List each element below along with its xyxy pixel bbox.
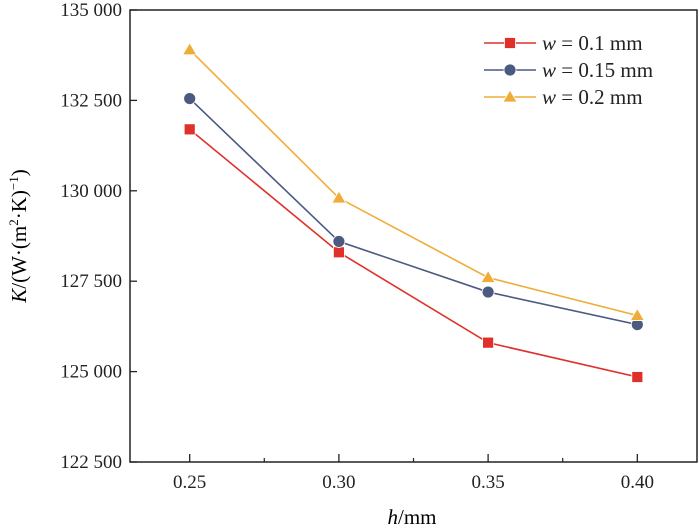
y-tick-label: 127 500 bbox=[60, 271, 122, 292]
legend-entry: w = 0.2 mm bbox=[484, 85, 643, 109]
triangle-marker bbox=[629, 307, 646, 321]
series-line bbox=[189, 128, 638, 378]
square-marker bbox=[482, 336, 495, 349]
triangle-marker bbox=[181, 41, 198, 56]
legend-entry: w = 0.15 mm bbox=[484, 58, 653, 82]
triangle-marker bbox=[502, 89, 518, 103]
circle-marker bbox=[183, 92, 197, 105]
x-axis-label: h/mm bbox=[387, 505, 436, 529]
y-tick-label: 132 500 bbox=[60, 90, 122, 111]
triangle-marker bbox=[331, 190, 347, 204]
circle-marker bbox=[503, 63, 517, 77]
series-circle bbox=[183, 92, 644, 331]
legend-label: w = 0.15 mm bbox=[542, 58, 653, 82]
series-line bbox=[189, 49, 638, 317]
x-tick-label: 0.30 bbox=[322, 472, 355, 493]
series-square bbox=[183, 123, 644, 383]
y-tick-label: 125 000 bbox=[60, 362, 122, 383]
y-axis-label: K/(W·(m2·K)−1) bbox=[6, 169, 31, 304]
series-line bbox=[189, 98, 638, 326]
series-triangle bbox=[181, 41, 646, 321]
square-marker bbox=[631, 371, 644, 383]
y-tick-label: 135 000 bbox=[60, 0, 122, 21]
square-marker bbox=[504, 37, 516, 49]
legend-entry: w = 0.1 mm bbox=[484, 31, 643, 55]
x-tick-label: 0.35 bbox=[471, 472, 504, 493]
y-tick-label: 130 000 bbox=[60, 181, 122, 202]
circle-marker bbox=[481, 285, 495, 299]
square-marker bbox=[332, 246, 345, 259]
circle-marker bbox=[332, 235, 346, 248]
x-tick-label: 0.40 bbox=[621, 472, 654, 493]
legend-label: w = 0.2 mm bbox=[542, 85, 643, 109]
square-marker bbox=[183, 123, 196, 136]
triangle-marker bbox=[480, 269, 496, 283]
legend-label: w = 0.1 mm bbox=[542, 31, 643, 55]
x-tick-label: 0.25 bbox=[173, 472, 206, 493]
y-tick-label: 122 500 bbox=[60, 452, 122, 473]
